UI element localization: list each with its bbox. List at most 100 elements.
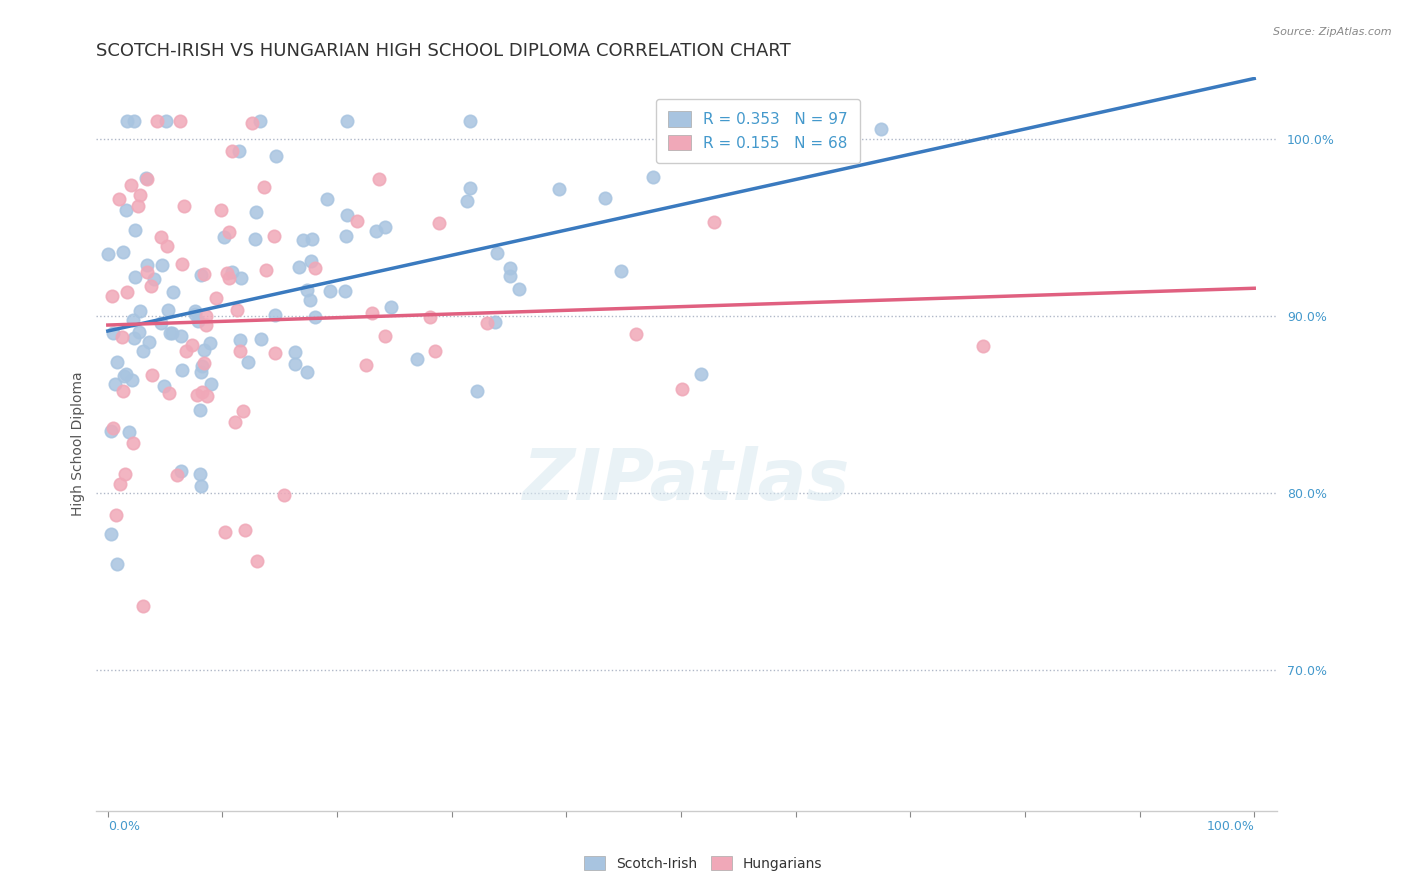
Point: [100, 527, 122, 541]
Point: [419, 310, 441, 324]
Point: [264, 149, 287, 163]
Point: [122, 331, 145, 345]
Point: [162, 285, 184, 299]
Point: [273, 487, 295, 501]
Text: ZIPatlas: ZIPatlas: [523, 446, 851, 515]
Point: [191, 359, 214, 374]
Point: [198, 335, 221, 350]
Point: [170, 256, 193, 270]
Point: [143, 271, 166, 285]
Point: [333, 284, 356, 298]
Point: [104, 376, 127, 391]
Point: [124, 269, 146, 284]
Point: [458, 181, 481, 195]
Point: [671, 382, 693, 396]
Point: [209, 202, 232, 217]
Point: [114, 367, 136, 381]
Point: [254, 262, 277, 277]
Point: [121, 373, 143, 387]
Point: [297, 365, 319, 379]
Point: [193, 343, 215, 358]
Point: [195, 389, 218, 403]
Point: [156, 238, 179, 252]
Point: [170, 329, 193, 343]
Point: [114, 467, 136, 482]
Point: [155, 113, 177, 128]
Point: [166, 467, 188, 482]
Point: [319, 284, 342, 298]
Point: [508, 282, 530, 296]
Point: [423, 343, 446, 358]
Text: SCOTCH-IRISH VS HUNGARIAN HIGH SCHOOL DIPLOMA CORRELATION CHART: SCOTCH-IRISH VS HUNGARIAN HIGH SCHOOL DI…: [97, 42, 792, 60]
Point: [141, 368, 163, 382]
Point: [193, 356, 215, 370]
Point: [170, 363, 193, 377]
Text: 100.0%: 100.0%: [1206, 820, 1254, 833]
Point: [150, 229, 173, 244]
Point: [374, 328, 396, 343]
Y-axis label: High School Diploma: High School Diploma: [72, 372, 86, 516]
Point: [485, 246, 508, 260]
Point: [284, 344, 307, 359]
Point: [115, 202, 138, 217]
Point: [104, 508, 127, 522]
Point: [184, 307, 207, 321]
Point: [690, 367, 713, 381]
Point: [458, 113, 481, 128]
Point: [499, 268, 522, 283]
Point: [115, 113, 138, 128]
Point: [221, 145, 243, 159]
Point: [108, 192, 131, 206]
Point: [263, 229, 285, 244]
Point: [100, 424, 122, 438]
Point: [128, 188, 150, 202]
Point: [299, 293, 322, 307]
Point: [190, 384, 212, 399]
Point: [346, 213, 368, 227]
Point: [122, 312, 145, 326]
Point: [121, 436, 143, 450]
Point: [105, 558, 128, 572]
Point: [101, 421, 124, 435]
Point: [124, 223, 146, 237]
Point: [245, 204, 267, 219]
Point: [368, 172, 391, 186]
Point: [162, 326, 184, 341]
Point: [193, 268, 215, 282]
Point: [105, 355, 128, 369]
Point: [111, 384, 134, 399]
Point: [101, 289, 124, 303]
Point: [190, 365, 212, 379]
Point: [610, 263, 633, 277]
Point: [159, 326, 181, 340]
Point: [484, 315, 506, 329]
Point: [475, 316, 498, 330]
Point: [299, 253, 322, 268]
Point: [122, 113, 145, 128]
Point: [548, 182, 571, 196]
Point: [374, 219, 396, 234]
Point: [190, 479, 212, 493]
Point: [427, 216, 450, 230]
Point: [114, 368, 136, 383]
Point: [215, 266, 238, 280]
Point: [364, 224, 387, 238]
Point: [595, 191, 617, 205]
Point: [101, 326, 124, 340]
Point: [229, 271, 252, 285]
Point: [406, 351, 429, 366]
Point: [187, 314, 209, 328]
Point: [136, 258, 159, 272]
Legend: Scotch-Irish, Hungarians: Scotch-Irish, Hungarians: [578, 850, 828, 876]
Point: [870, 122, 893, 136]
Point: [240, 116, 263, 130]
Point: [135, 172, 157, 186]
Point: [253, 179, 276, 194]
Point: [228, 343, 250, 358]
Point: [243, 232, 266, 246]
Point: [188, 402, 211, 417]
Point: [292, 233, 315, 247]
Point: [226, 303, 249, 318]
Point: [284, 357, 307, 371]
Point: [145, 113, 167, 128]
